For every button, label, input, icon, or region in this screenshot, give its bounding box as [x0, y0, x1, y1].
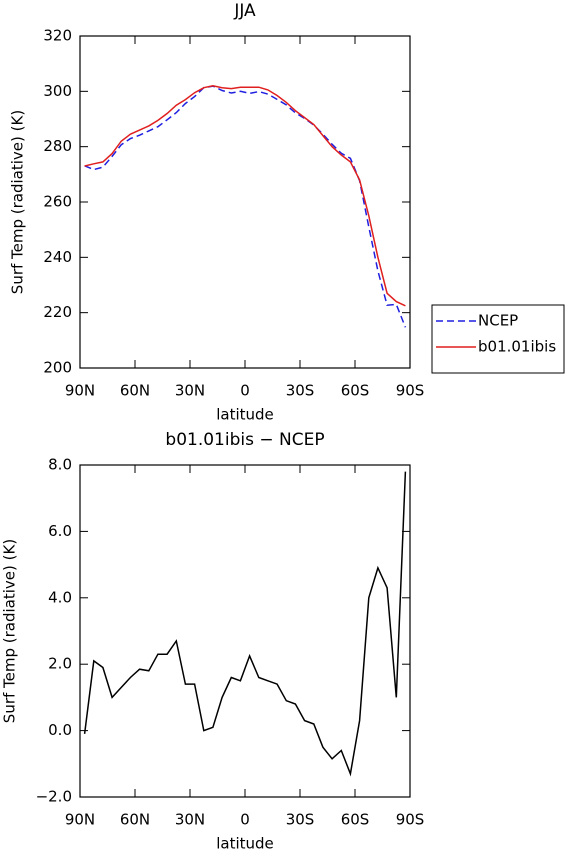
plot-frame: [79, 35, 411, 369]
y-tick-label: 240: [43, 248, 72, 266]
data-line: [84, 85, 407, 328]
y-tick-label: 280: [43, 137, 72, 155]
data-line: [83, 471, 407, 777]
x-tick-label: 60S: [341, 811, 370, 829]
y-axis-label: Surf Temp (radiative) (K): [1, 539, 19, 723]
y-tick-label: 8.0: [48, 456, 72, 474]
x-tick-label: 30S: [286, 811, 315, 829]
x-tick-label: 30S: [286, 382, 315, 400]
x-tick-label: 90S: [396, 382, 425, 400]
y-tick-label: 260: [43, 193, 72, 211]
plot-frame: [79, 464, 411, 798]
x-tick-label: 30N: [175, 382, 205, 400]
y-tick-label: 0.0: [48, 721, 72, 739]
x-tick-label: 30N: [175, 811, 205, 829]
data-line: [84, 85, 406, 307]
legend-label: NCEP: [478, 312, 518, 330]
y-tick-label: 2.0: [48, 655, 72, 673]
legend-box: [431, 304, 565, 374]
chart-title: b01.01ibis − NCEP: [165, 430, 324, 450]
chart-title: JJA: [233, 1, 256, 21]
y-tick-label: 320: [43, 27, 72, 45]
x-tick-label: 90N: [65, 811, 95, 829]
x-tick-label: 60N: [120, 382, 150, 400]
legend-label: b01.01ibis: [478, 338, 556, 356]
x-tick-label: 0: [240, 811, 250, 829]
x-axis-label: latitude: [216, 406, 274, 424]
y-tick-label: 4.0: [48, 588, 72, 606]
x-axis-label: latitude: [216, 835, 274, 851]
y-tick-label: −2.0: [36, 788, 72, 806]
y-tick-label: 6.0: [48, 522, 72, 540]
x-tick-label: 0: [240, 382, 250, 400]
y-tick-label: 220: [43, 303, 72, 321]
y-tick-label: 300: [43, 82, 72, 100]
y-axis-label: Surf Temp (radiative) (K): [9, 110, 27, 294]
x-tick-label: 60N: [120, 811, 150, 829]
x-tick-label: 90N: [65, 382, 95, 400]
y-tick-label: 200: [43, 359, 72, 377]
x-tick-label: 60S: [341, 382, 370, 400]
x-tick-label: 90S: [396, 811, 425, 829]
